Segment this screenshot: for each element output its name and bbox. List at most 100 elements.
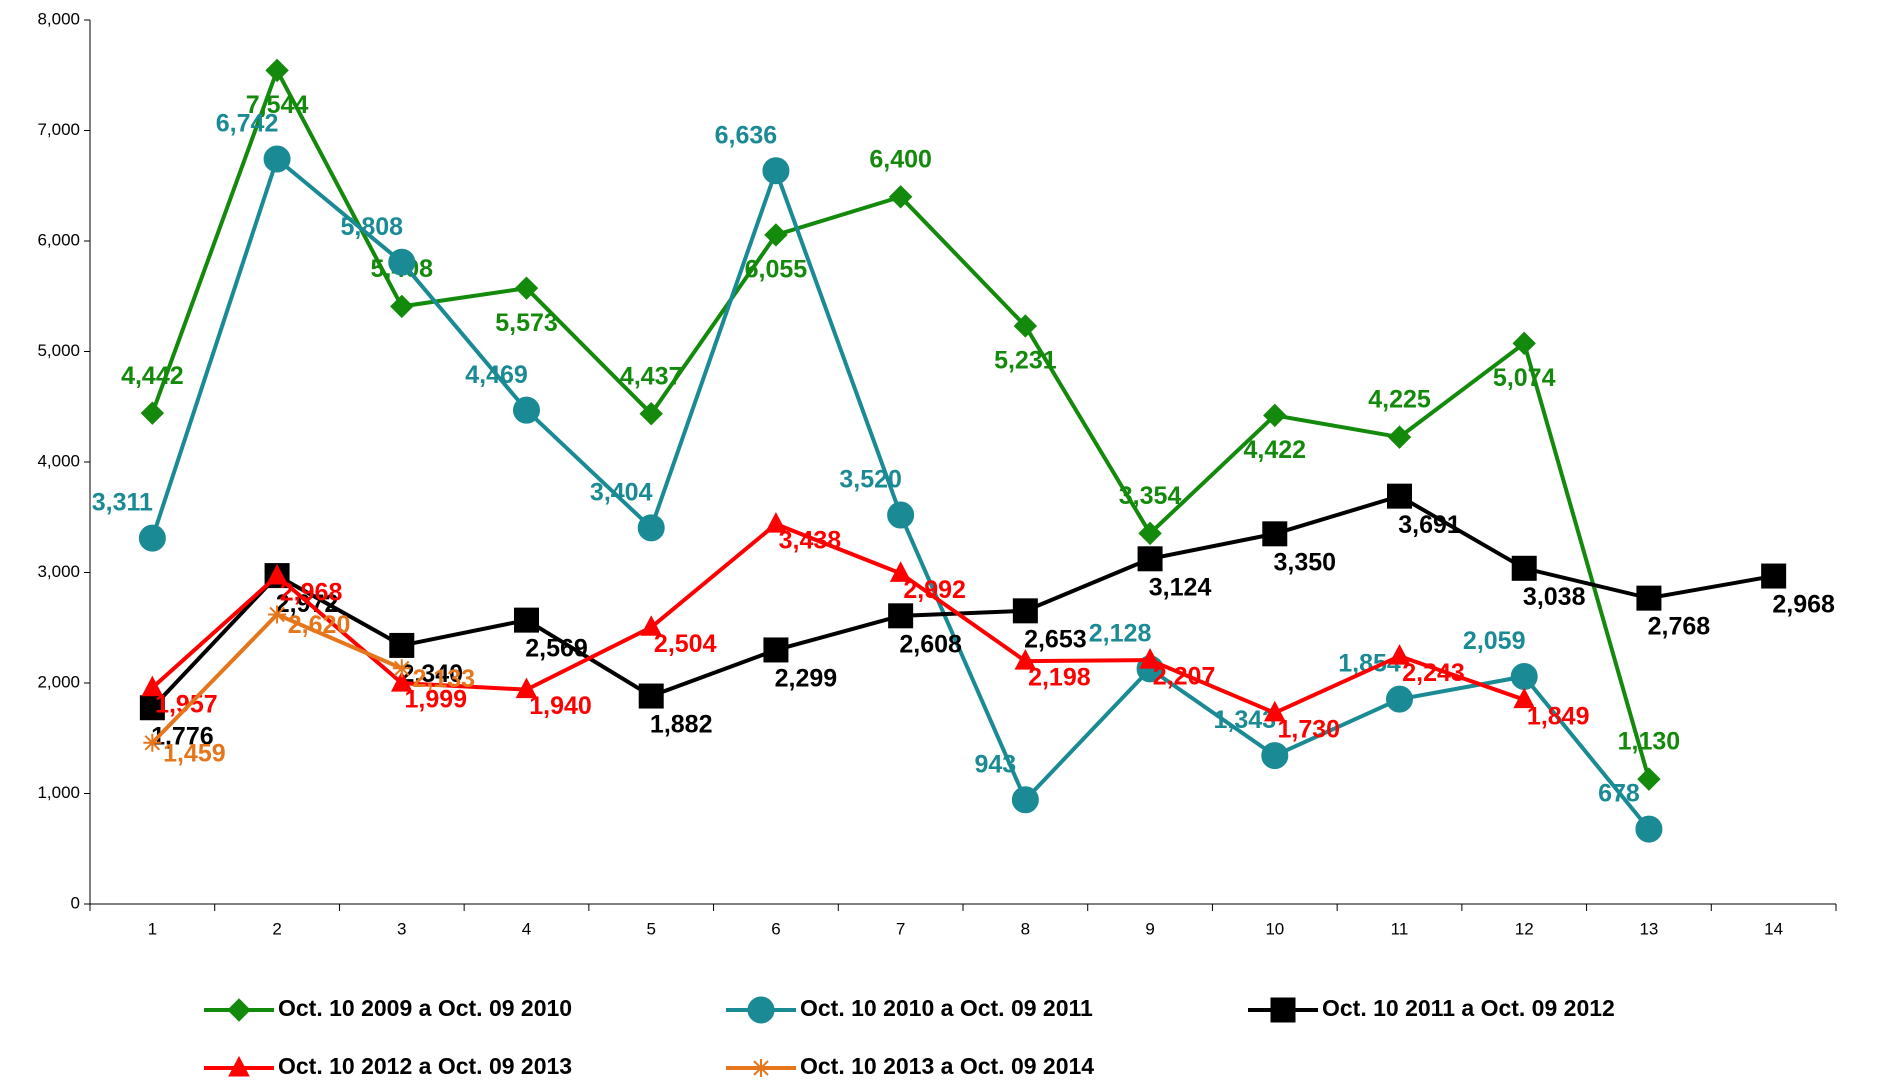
marker <box>390 671 413 692</box>
data-label: 6,400 <box>869 145 932 173</box>
x-tick-label: 10 <box>1265 919 1284 938</box>
marker <box>637 514 665 542</box>
marker <box>888 603 914 629</box>
data-label: 1,999 <box>405 686 468 714</box>
marker <box>889 561 912 582</box>
marker <box>1511 555 1537 581</box>
marker <box>268 605 287 624</box>
data-label: 943 <box>974 750 1016 778</box>
data-label: 1,940 <box>529 692 592 720</box>
data-label: 2,504 <box>654 630 717 658</box>
data-label: 1,776 <box>151 722 214 750</box>
marker <box>1012 598 1038 624</box>
marker <box>1635 815 1663 843</box>
data-label: 3,691 <box>1398 511 1461 539</box>
marker <box>1636 585 1662 611</box>
marker <box>1263 700 1286 722</box>
marker <box>747 996 775 1024</box>
y-tick-label: 2,000 <box>37 672 80 691</box>
marker <box>513 396 540 424</box>
data-label: 2,608 <box>899 630 962 658</box>
marker <box>514 276 539 300</box>
marker <box>1261 742 1289 770</box>
x-tick-label: 12 <box>1515 919 1534 938</box>
data-label: 2,243 <box>1402 659 1465 687</box>
marker <box>1014 649 1037 670</box>
data-label: 4,422 <box>1244 436 1307 464</box>
marker <box>392 659 411 678</box>
series: 3,311 6,742 5,808 4,469 3,404 6,636 3,520 943 2,… <box>92 110 1663 843</box>
x-tick-label: 8 <box>1021 919 1030 938</box>
data-label: 2,620 <box>288 611 351 639</box>
x-tick-label: 13 <box>1639 919 1658 938</box>
x-tick-label: 9 <box>1145 919 1154 938</box>
data-label: 4,437 <box>620 362 683 390</box>
marker <box>752 1059 770 1077</box>
data-label: 6,636 <box>715 121 778 149</box>
data-label: 3,311 <box>92 489 153 517</box>
data-label: 1,459 <box>163 739 226 767</box>
marker <box>639 402 663 426</box>
marker <box>139 695 165 721</box>
y-tick-label: 8,000 <box>37 9 80 28</box>
data-label: 6,742 <box>216 110 279 138</box>
marker <box>1513 687 1536 709</box>
marker <box>514 607 539 633</box>
data-label: 2,768 <box>1648 613 1711 641</box>
y-tick-label: 5,000 <box>37 341 80 360</box>
marker <box>138 524 166 552</box>
line <box>151 521 1525 716</box>
marker <box>1637 767 1661 791</box>
data-label: 2,968 <box>1772 591 1835 619</box>
marker <box>763 637 789 663</box>
data-label: 5,074 <box>1493 364 1556 392</box>
marker <box>1263 403 1287 428</box>
legend-label: Oct. 10 2009 a Oct. 09 2010 <box>278 995 572 1021</box>
x-tick-label: 6 <box>771 919 780 938</box>
data-label: 2,653 <box>1024 625 1087 653</box>
marker <box>1270 997 1296 1023</box>
marker <box>390 294 414 319</box>
data-label: 2,968 <box>280 579 343 607</box>
marker <box>1138 521 1162 546</box>
marker <box>263 145 291 173</box>
marker <box>1387 483 1412 509</box>
marker <box>765 512 787 533</box>
series: 1,957 2,968 1,999 1,940 2,504 3,438 2,992 2,198… <box>141 512 1590 743</box>
marker <box>764 223 788 247</box>
marker <box>1387 425 1412 449</box>
marker <box>1139 648 1161 669</box>
x-tick-label: 14 <box>1764 919 1783 938</box>
marker <box>388 248 416 276</box>
data-label: 3,038 <box>1523 583 1586 611</box>
marker <box>141 675 164 697</box>
marker <box>638 683 664 709</box>
legend-label: Oct. 10 2010 a Oct. 09 2011 <box>800 995 1093 1021</box>
data-label: 3,350 <box>1274 548 1337 576</box>
data-label: 2,133 <box>413 665 476 693</box>
x-tick-label: 3 <box>397 919 406 938</box>
marker <box>143 733 162 752</box>
legend-label: Oct. 10 2013 a Oct. 09 2014 <box>800 1053 1094 1079</box>
marker <box>1386 685 1413 713</box>
data-label: 3,520 <box>839 466 902 494</box>
data-label: 2,299 <box>775 665 838 693</box>
y-tick-label: 0 <box>71 893 80 912</box>
y-tick-label: 4,000 <box>37 451 80 470</box>
marker <box>515 677 538 699</box>
data-label: 1,957 <box>155 690 218 718</box>
data-label: 3,438 <box>779 527 842 555</box>
data-label: 1,849 <box>1527 702 1590 730</box>
data-label: 7,544 <box>246 91 309 119</box>
data-label: 2,207 <box>1153 663 1216 691</box>
marker <box>1510 662 1538 690</box>
marker <box>1262 521 1288 547</box>
x-tick-label: 11 <box>1391 919 1409 938</box>
data-label: 5,573 <box>495 309 558 337</box>
marker <box>265 58 289 83</box>
line <box>150 493 1774 710</box>
data-label: 5,231 <box>994 347 1057 375</box>
marker <box>887 501 915 529</box>
series: 4,4427,5445,4085,5734,4376,0556,4005,231… <box>121 58 1680 791</box>
